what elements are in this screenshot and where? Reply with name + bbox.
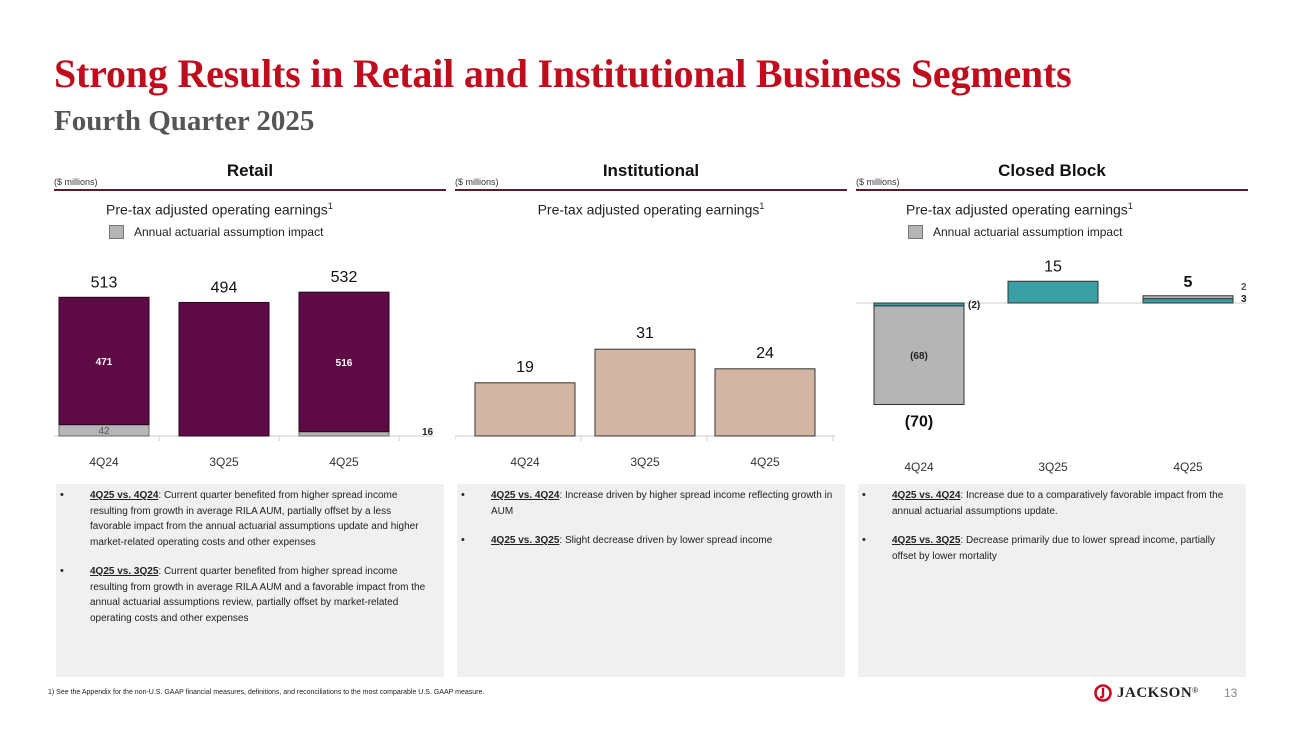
closed-block-bar-4Q25: [1142, 298, 1234, 304]
retail-metric-label: Pre-tax adjusted operating earnings1: [54, 201, 498, 218]
institutional-bar-4Q25: [714, 368, 816, 437]
closed-block-notes: • 4Q25 vs. 4Q24: Increase due to a compar…: [858, 484, 1246, 677]
institutional-note-1: • 4Q25 vs. 4Q24: Increase driven by highe…: [461, 489, 833, 517]
institutional-metric-text: Pre-tax adjusted operating earnings: [537, 201, 760, 218]
closed-block-category-4Q24: 4Q24: [904, 460, 934, 474]
institutional-total-label-3Q25: 31: [636, 325, 654, 342]
institutional-divider: [455, 189, 847, 191]
closed-block-base-label-4Q25: 3: [1241, 294, 1247, 305]
closed-block-category-3Q25: 3Q25: [1038, 460, 1068, 474]
institutional-bar-3Q25: [594, 348, 696, 437]
institutional-bar-4Q24: [474, 382, 576, 437]
institutional-units: ($ millions): [455, 177, 499, 187]
retail-metric-text: Pre-tax adjusted operating earnings: [106, 201, 328, 218]
retail-legend: Annual actuarial assumption impact: [109, 225, 323, 239]
retail-notes: • 4Q25 vs. 4Q24: Current quarter benefite…: [56, 484, 444, 677]
retail-total-label-4Q25: 532: [331, 269, 358, 286]
retail-category-4Q24: 4Q24: [89, 455, 119, 469]
closed-block-metric-label: Pre-tax adjusted operating earnings1: [856, 201, 1298, 218]
note-text: : Increase driven by higher spread incom…: [491, 490, 833, 517]
footnote: 1) See the Appendix for the non-U.S. GAA…: [48, 689, 485, 696]
closed-block-assumption-bar-4Q25: [1142, 295, 1234, 300]
note-lead: 4Q25 vs. 4Q24: [892, 490, 961, 501]
institutional-footnote-ref: 1: [759, 201, 765, 211]
closed-block-assumption-label-4Q25: 2: [1241, 282, 1247, 293]
retail-panel: Retail ($ millions) Pre-tax adjusted ope…: [54, 155, 446, 685]
retail-assumption-label-4Q25: 16: [422, 427, 434, 438]
closed-block-assumption-label-4Q24: (68): [910, 351, 928, 362]
closed-block-category-4Q25: 4Q25: [1173, 460, 1203, 474]
institutional-metric-label: Pre-tax adjusted operating earnings1: [455, 201, 847, 218]
retail-bar-3Q25: [178, 301, 270, 437]
closed-block-panel: Closed Block ($ millions) Pre-tax adjust…: [856, 155, 1248, 685]
closed-block-divider: [856, 189, 1248, 191]
closed-block-note-1: • 4Q25 vs. 4Q24: Increase due to a compar…: [862, 489, 1224, 517]
closed-block-total-label-4Q25: 5: [1184, 274, 1193, 291]
retail-category-3Q25: 3Q25: [209, 455, 239, 469]
retail-note-2: • 4Q25 vs. 3Q25: Current quarter benefite…: [60, 565, 426, 624]
closed-block-total-label-4Q24: (70): [905, 414, 933, 431]
note-text: : Current quarter benefited from higher …: [90, 490, 419, 548]
note-text: : Decrease primarily due to lower spread…: [892, 535, 1215, 562]
institutional-total-label-4Q25: 24: [756, 345, 774, 362]
institutional-category-4Q25: 4Q25: [750, 455, 780, 469]
note-lead: 4Q25 vs. 4Q24: [90, 490, 159, 501]
note-text: : Slight decrease driven by lower spread…: [559, 535, 773, 546]
page-subtitle: Fourth Quarter 2025: [54, 105, 315, 137]
institutional-notes: • 4Q25 vs. 4Q24: Increase driven by highe…: [457, 484, 845, 677]
retail-base-label-4Q25: 516: [336, 358, 353, 369]
retail-chart: 513 471 4Q24 494 3Q25 532 516 4Q25 42 16: [54, 269, 434, 469]
closed-block-note-2: • 4Q25 vs. 3Q25: Decrease primarily due t…: [862, 534, 1215, 562]
retail-category-4Q25: 4Q25: [329, 455, 359, 469]
retail-units: ($ millions): [54, 177, 98, 187]
closed-block-assumption-bar-4Q24: [873, 305, 965, 405]
jackson-logo: JACKSON ®: [1094, 684, 1198, 702]
institutional-total-label-4Q24: 19: [516, 359, 534, 376]
retail-bar-4Q24: [58, 296, 150, 426]
closed-block-metric-text: Pre-tax adjusted operating earnings: [906, 201, 1128, 218]
jackson-logo-icon: [1094, 684, 1112, 702]
closed-block-title: Closed Block: [998, 161, 1106, 180]
retail-total-label-4Q24: 513: [91, 274, 118, 291]
note-text: : Increase due to a comparatively favora…: [892, 490, 1224, 517]
page-title: Strong Results in Retail and Institution…: [54, 51, 1072, 96]
note-lead: 4Q25 vs. 3Q25: [491, 535, 560, 546]
closed-block-base-label-4Q24: (2): [968, 300, 980, 311]
note-lead: 4Q25 vs. 3Q25: [892, 535, 961, 546]
institutional-category-4Q24: 4Q24: [510, 455, 540, 469]
institutional-panel: Institutional ($ millions) Pre-tax adjus…: [455, 155, 847, 685]
institutional-title: Institutional: [602, 161, 700, 180]
legend-swatch: [908, 225, 923, 239]
note-text: : Current quarter benefited from higher …: [90, 566, 426, 624]
retail-title: Retail: [226, 161, 274, 180]
closed-block-footnote-ref: 1: [1127, 201, 1133, 211]
retail-assumption-label-4Q24: 42: [98, 426, 110, 437]
logo-registered-mark: ®: [1192, 685, 1199, 695]
institutional-category-3Q25: 3Q25: [630, 455, 660, 469]
retail-divider: [54, 189, 446, 191]
legend-label: Annual actuarial assumption impact: [933, 225, 1123, 239]
logo-wordmark: JACKSON: [1117, 684, 1193, 701]
closed-block-bar-3Q25: [1007, 280, 1099, 304]
note-lead: 4Q25 vs. 3Q25: [90, 566, 159, 577]
institutional-note-2: • 4Q25 vs. 3Q25: Slight decrease driven b…: [461, 534, 773, 546]
closed-block-units: ($ millions): [856, 177, 900, 187]
retail-footnote-ref: 1: [327, 201, 333, 211]
legend-label: Annual actuarial assumption impact: [134, 225, 324, 239]
retail-assumption-bar-4Q25: [298, 431, 390, 437]
retail-note-1: • 4Q25 vs. 4Q24: Current quarter benefite…: [60, 489, 419, 548]
page-number: 13: [1224, 686, 1238, 700]
retail-bar-4Q25: [298, 291, 390, 433]
retail-total-label-3Q25: 494: [211, 279, 238, 296]
legend-swatch: [109, 225, 124, 239]
institutional-chart: 19 4Q24 31 3Q25 24 4Q25: [455, 325, 835, 469]
retail-base-label-4Q24: 471: [96, 357, 113, 368]
closed-block-chart: (68) (2) (70) 4Q24 15 3Q25 5 23 4Q25: [856, 258, 1247, 474]
closed-block-total-label-3Q25: 15: [1044, 258, 1062, 275]
closed-block-legend: Annual actuarial assumption impact: [908, 225, 1122, 239]
note-lead: 4Q25 vs. 4Q24: [491, 490, 560, 501]
